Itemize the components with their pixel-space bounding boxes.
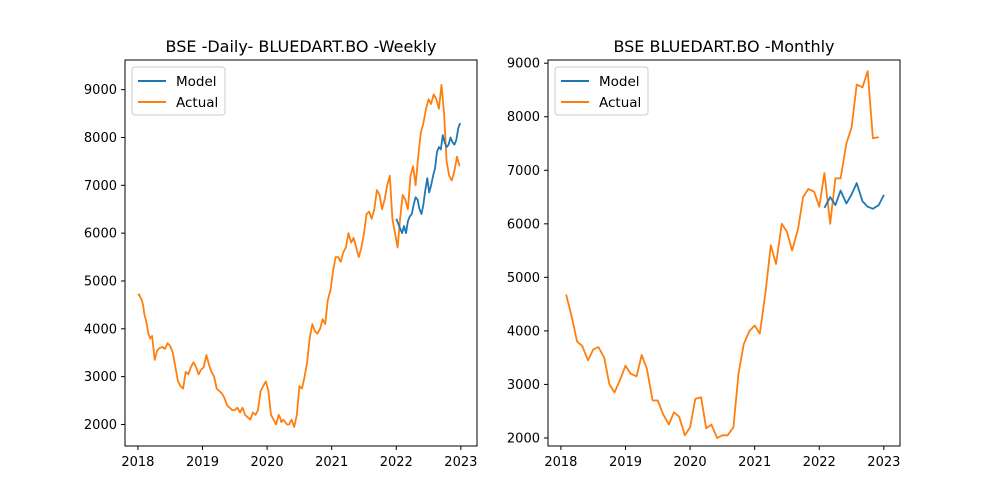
ticks-layer: 2018 2019 2020 2021 2022 2023 2000 3000 4000 5000…: [507, 57, 900, 470]
y-tick-label: 5000: [507, 271, 540, 286]
x-tick-label: 2018: [544, 455, 577, 470]
series-layer: [137, 84, 462, 428]
y-tick-label: 3000: [507, 378, 540, 393]
y-tick-label: 9000: [84, 83, 117, 98]
chart-monthly: BSE BLUEDART.BO -Monthly 2018 2019 2020 202…: [507, 37, 901, 470]
x-tick-label: 2022: [803, 455, 836, 470]
y-tick-label: 8000: [507, 110, 540, 125]
x-tick-label: 2021: [315, 455, 348, 470]
series-line-actual: [565, 70, 879, 439]
y-tick-label: 9000: [507, 57, 540, 72]
y-tick-label: 4000: [507, 324, 540, 339]
plot-frame: [547, 59, 901, 447]
chart-title: BSE -Daily- BLUEDART.BO -Weekly: [166, 37, 437, 56]
x-tick-label: 2023: [867, 455, 900, 470]
x-tick-label: 2019: [609, 455, 642, 470]
series-line-model: [395, 122, 462, 235]
plot-frame: [124, 59, 478, 447]
x-tick-label: 2020: [251, 455, 284, 470]
y-tick-label: 2000: [507, 431, 540, 446]
x-tick-label: 2021: [738, 455, 771, 470]
legend-label-model: Model: [176, 74, 217, 90]
series-line-model: [823, 182, 885, 210]
y-tick-label: 8000: [84, 131, 117, 146]
y-tick-label: 5000: [84, 274, 117, 289]
x-tick-label: 2020: [674, 455, 707, 470]
legend-label-actual: Actual: [176, 95, 218, 111]
legend-label-actual: Actual: [599, 95, 641, 111]
legend: Model Actual: [131, 66, 226, 116]
series-layer: [565, 70, 885, 439]
x-tick-label: 2022: [380, 455, 413, 470]
x-tick-label: 2018: [121, 455, 154, 470]
legend: Model Actual: [554, 66, 649, 116]
y-tick-label: 4000: [84, 322, 117, 337]
y-tick-label: 3000: [84, 370, 117, 385]
y-tick-label: 2000: [84, 418, 117, 433]
legend-label-model: Model: [599, 74, 640, 90]
x-tick-label: 2019: [186, 455, 219, 470]
y-tick-label: 7000: [507, 164, 540, 179]
chart-weekly: BSE -Daily- BLUEDART.BO -Weekly 2018 2019…: [84, 37, 478, 470]
y-tick-label: 6000: [84, 227, 117, 242]
y-tick-label: 7000: [84, 179, 117, 194]
y-tick-label: 6000: [507, 217, 540, 232]
x-tick-label: 2023: [444, 455, 477, 470]
series-line-actual: [137, 84, 461, 428]
ticks-layer: 2018 2019 2020 2021 2022 2023 2000 3000 4000 5000…: [84, 83, 477, 470]
chart-title: BSE BLUEDART.BO -Monthly: [613, 37, 834, 56]
